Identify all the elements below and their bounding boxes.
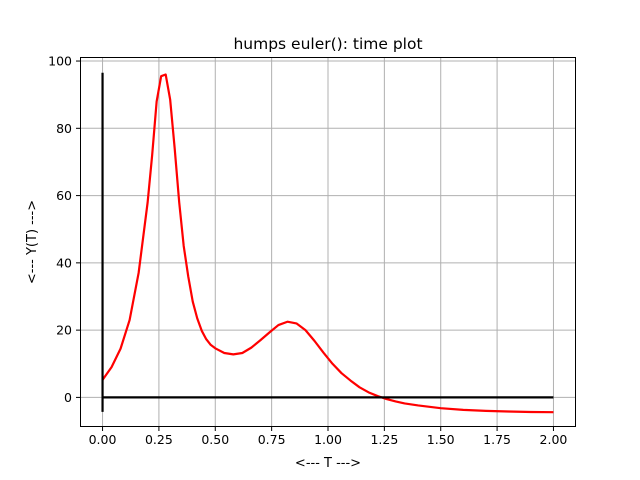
x-tick-label: 0.00 <box>89 432 117 447</box>
x-tick-label: 1.75 <box>483 432 511 447</box>
y-tick-label: 0 <box>64 390 72 405</box>
x-axis-ticks: 0.00 0.25 0.50 0.75 1.00 1.25 1.50 1.75 2.00 <box>89 427 568 447</box>
y-tick-label: 60 <box>56 188 72 203</box>
y-tick-label: 80 <box>56 121 72 136</box>
plot-frame <box>80 57 576 427</box>
y-tick-label: 40 <box>56 255 72 270</box>
x-tick-label: 1.50 <box>427 432 455 447</box>
x-tick-label: 1.25 <box>370 432 398 447</box>
x-tick-label: 2.00 <box>540 432 568 447</box>
y-tick-label: 100 <box>48 54 72 69</box>
y-tick-label: 20 <box>56 323 72 338</box>
x-tick-label: 0.50 <box>201 432 229 447</box>
solution-curve <box>101 73 554 414</box>
y-axis-ticks: 0 20 40 60 80 100 <box>48 54 80 405</box>
x-tick-label: 0.75 <box>258 432 286 447</box>
chart-title: humps euler(): time plot <box>233 35 422 53</box>
x-tick-label: 0.25 <box>145 432 173 447</box>
grid-lines <box>80 57 576 427</box>
x-tick-label: 1.00 <box>314 432 342 447</box>
x-axis-label: <--- T ---> <box>295 456 361 471</box>
series-lines <box>101 72 554 414</box>
y-axis-label: <--- Y(T) ---> <box>25 200 40 284</box>
